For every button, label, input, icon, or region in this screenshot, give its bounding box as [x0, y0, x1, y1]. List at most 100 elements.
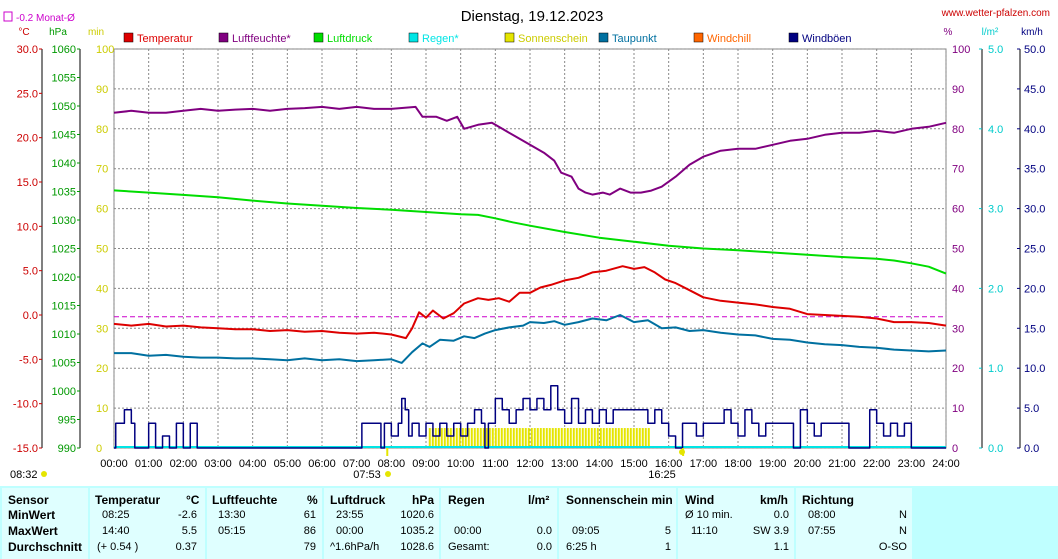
site-link[interactable]: www.wetter-pfalzen.com: [941, 8, 1050, 19]
x-tick-label: 02:00: [170, 458, 198, 470]
stats-table: Sensor MinWert MaxWert Durchschnitt Temp…: [0, 486, 1058, 559]
pressure-axis-tick-label: 1060: [52, 44, 76, 56]
stats-col-sun-bg: [559, 488, 676, 559]
sunshine-bar: [506, 428, 509, 448]
sunshine-bar: [560, 428, 563, 448]
sunshine-axis-tick-label: 0: [96, 443, 102, 455]
stats-header-hum-unit: %: [307, 493, 318, 507]
stats-header-hum: Luftfeuchte: [212, 493, 278, 507]
x-tick-label: 20:00: [794, 458, 822, 470]
sunshine-axis-tick-label: 20: [96, 363, 108, 375]
stats-rain-avg-note: Gesamt:: [448, 541, 490, 553]
sunshine-bar: [557, 428, 560, 448]
stats-hum-max-val: 86: [303, 525, 316, 537]
sunshine-axis-tick-label: 10: [96, 403, 108, 415]
stats-hum-min-val: 61: [303, 509, 316, 521]
monthly-avg-marker-icon: [3, 11, 13, 22]
current-time-sun-icon: [41, 471, 47, 477]
sunshine-axis-tick-label: 90: [96, 84, 108, 96]
stats-header-wind: Wind: [685, 493, 715, 507]
x-tick-label: 09:00: [412, 458, 440, 470]
wind-axis-tick-label: 0.0: [1024, 443, 1039, 455]
sunshine-bar: [479, 428, 482, 448]
sunshine-bar: [446, 428, 449, 448]
sunshine-bar: [584, 428, 587, 448]
rain-axis-tick-label: 1.0: [988, 363, 1003, 375]
current-time-label: 08:32: [10, 469, 38, 481]
stats-wind-min-note: Ø 10 min.: [685, 509, 733, 521]
stats-header-rain-unit: l/m²: [528, 493, 550, 507]
stats-dir-min-time: 08:00: [808, 509, 836, 521]
humidity-axis-tick-label: 10: [952, 403, 964, 415]
sunshine-bar: [536, 428, 539, 448]
legend-label: Luftfeuchte*: [232, 33, 291, 45]
sunshine-bar: [485, 428, 488, 448]
sunshine-bar: [569, 428, 572, 448]
stats-press-max-time: 00:00: [336, 525, 364, 537]
sunshine-bar: [566, 428, 569, 448]
sunshine-bar: [440, 428, 443, 448]
legend-swatch: [218, 32, 229, 43]
stats-header-temp-unit: °C: [186, 493, 200, 507]
sunshine-bar: [542, 428, 545, 448]
x-tick-label: 13:00: [551, 458, 579, 470]
stats-rain-max-time: 00:00: [454, 525, 482, 537]
sunrise-label: 07:53: [353, 469, 381, 481]
stats-temp-min-time: 08:25: [102, 509, 130, 521]
pressure-axis-tick-label: 1020: [52, 272, 76, 284]
sunshine-bar: [641, 428, 644, 448]
sunshine-bar: [614, 428, 617, 448]
stats-press-min-time: 23:55: [336, 509, 364, 521]
legend-swatch: [788, 32, 799, 43]
sunshine-bar: [494, 428, 497, 448]
unit-rain: l/m²: [982, 27, 999, 38]
sunshine-bar: [638, 428, 641, 448]
x-tick-label: 05:00: [274, 458, 302, 470]
sunshine-bar: [452, 428, 455, 448]
sunshine-bar: [581, 428, 584, 448]
humidity-axis-tick-label: 60: [952, 204, 964, 216]
sunshine-bar: [515, 428, 518, 448]
sunshine-bar: [620, 428, 623, 448]
stats-header-sun: Sonnenschein min: [566, 493, 673, 507]
stats-header-wind-unit: km/h: [760, 493, 789, 507]
stats-hum-min-time: 13:30: [218, 509, 246, 521]
sunshine-bar: [551, 428, 554, 448]
x-tick-label: 00:00: [100, 458, 128, 470]
weather-chart: 00:00 01:00 02:00 03:00 04:00 05:00 06:00 07:00…: [3, 8, 1050, 481]
sunshine-bar: [545, 428, 548, 448]
wind-axis-tick-label: 35.0: [1024, 164, 1045, 176]
stats-dir-max-val: N: [899, 525, 907, 537]
sunshine-axis-tick-label: 60: [96, 204, 108, 216]
stats-sun-max-val: 5: [664, 525, 671, 537]
legend-swatch: [598, 32, 609, 43]
temp-axis-tick-label: 25.0: [17, 88, 38, 100]
sunshine-bar: [632, 428, 635, 448]
stats-wind-max-val: SW 3.9: [752, 525, 789, 537]
humidity-axis-tick-label: 20: [952, 363, 964, 375]
x-tick-label: 11:00: [482, 458, 509, 470]
sunshine-bar: [458, 428, 461, 448]
legend-label: Sonnenschein: [518, 33, 588, 45]
sunshine-bar: [488, 428, 491, 448]
stats-row-max-label: MaxWert: [8, 524, 58, 538]
sunshine-bar: [608, 428, 611, 448]
humidity-axis-tick-label: 100: [952, 44, 970, 56]
wind-axis-tick-label: 40.0: [1024, 124, 1045, 136]
stats-col-hum-bg: [207, 488, 322, 559]
x-tick-label: 16:00: [655, 458, 683, 470]
pressure-axis-tick-label: 1030: [52, 215, 76, 227]
stats-press-avg-note: ^1.6hPa/h: [330, 541, 380, 553]
chart-grid: [113, 48, 947, 449]
rain-axis-tick-label: 3.0: [988, 204, 1003, 216]
pressure-axis-tick-label: 1025: [52, 244, 76, 256]
chart-series: [113, 105, 947, 449]
stats-temp-max-time: 14:40: [102, 525, 130, 537]
pressure-axis-tick-label: 990: [58, 443, 76, 455]
rain-axis-tick-label: 2.0: [988, 283, 1003, 295]
stats-sun-avg-note: 6:25 h: [566, 541, 597, 553]
stats-header-press: Luftdruck: [330, 493, 386, 507]
sunshine-bar: [599, 428, 602, 448]
sunshine-bar: [605, 428, 608, 448]
sunshine-bar: [548, 428, 551, 448]
